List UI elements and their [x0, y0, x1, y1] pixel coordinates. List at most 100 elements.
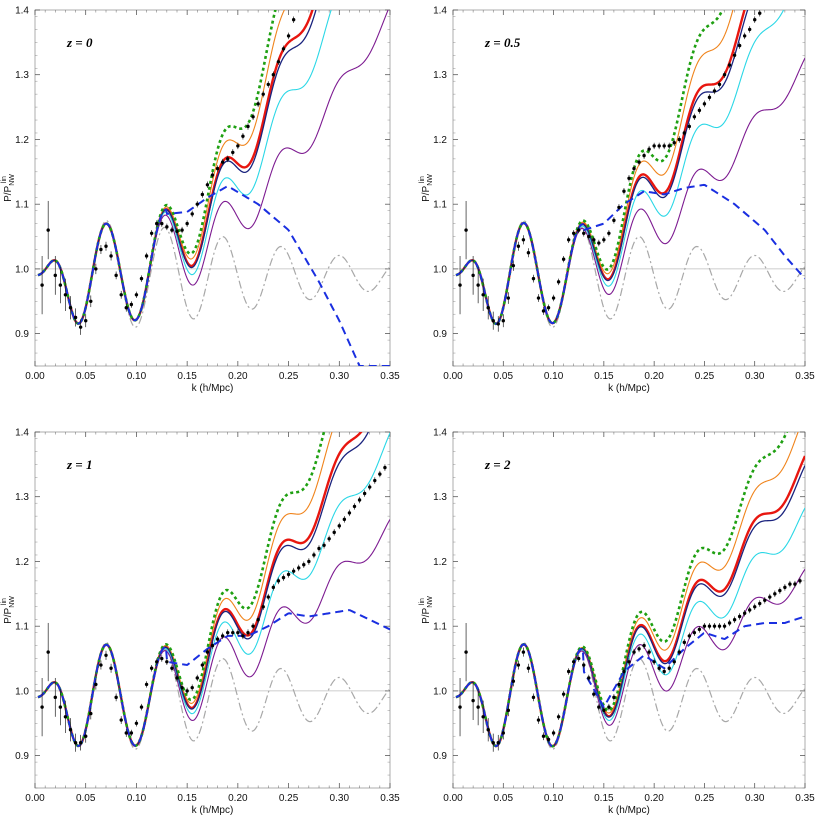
data-point: [276, 579, 281, 583]
series-one-loop: [37, 609, 390, 747]
x-tick-label: 0.25: [695, 793, 715, 804]
data-point: [63, 715, 68, 719]
data-point: [521, 238, 526, 242]
data-point: [737, 614, 742, 619]
data-point: [541, 734, 546, 738]
y-tick-label: 1.4: [15, 428, 29, 439]
data-point: [220, 634, 225, 638]
data-point: [566, 669, 571, 674]
series-red: [37, 432, 363, 748]
data-point: [546, 306, 551, 310]
data-point: [571, 660, 576, 664]
data-point: [491, 740, 495, 745]
data-point: [190, 212, 194, 216]
x-axis-label: k (h/Mpc): [608, 805, 650, 816]
y-tick-label: 1.3: [15, 492, 29, 503]
data-point: [236, 630, 240, 635]
data-point: [99, 663, 103, 667]
data-point: [788, 582, 792, 586]
data-point: [682, 131, 687, 135]
x-tick-label: 0.35: [795, 793, 815, 804]
data-point: [587, 234, 591, 239]
y-tick-label: 1.0: [433, 264, 447, 275]
data-point: [185, 689, 189, 693]
data-point: [637, 160, 641, 164]
data-point: [486, 306, 490, 310]
data-point: [261, 92, 265, 96]
x-tick-label: 0.05: [494, 793, 514, 804]
x-tick-label: 0.15: [177, 793, 197, 804]
data-point: [607, 705, 611, 709]
data-point: [368, 485, 372, 489]
data-point: [732, 618, 737, 622]
y-tick-label: 0.9: [15, 751, 29, 762]
data-point: [78, 740, 83, 745]
data-point: [200, 192, 205, 197]
y-tick-label: 1.1: [433, 200, 447, 211]
data-point: [592, 238, 596, 242]
data-point: [541, 309, 546, 313]
data-point: [727, 621, 732, 625]
y-tick-label: 1.0: [15, 686, 29, 697]
plot-area: [455, 10, 805, 332]
data-point: [104, 244, 108, 248]
y-tick-label: 1.2: [433, 557, 447, 568]
data-point: [109, 254, 113, 258]
data-point: [286, 34, 291, 38]
data-point: [129, 302, 134, 307]
data-point: [531, 276, 536, 281]
chart-panel-1: 0.00 0.05 0.10 0.15 0.20 0.25 0.30 0.35 0.9 1.0 1.…: [419, 6, 815, 395]
data-point: [89, 711, 93, 716]
data-point: [246, 124, 250, 129]
data-point: [561, 692, 566, 696]
x-tick-label: 0.00: [443, 371, 463, 382]
series-purple: [455, 568, 805, 747]
data-point: [707, 624, 712, 628]
data-point: [627, 660, 631, 664]
data-point: [647, 650, 651, 654]
data-point: [53, 695, 57, 700]
data-point: [592, 692, 596, 696]
data-point: [291, 18, 296, 22]
data-point: [160, 656, 164, 661]
data-point: [180, 685, 184, 690]
data-point: [617, 682, 621, 687]
data-point: [119, 293, 123, 297]
data-point: [793, 582, 797, 586]
data-point: [597, 705, 601, 709]
data-point: [577, 228, 581, 232]
data-point: [46, 228, 50, 232]
data-point: [742, 611, 747, 615]
data-point: [200, 663, 205, 667]
data-point: [551, 296, 556, 300]
data-point: [281, 47, 286, 51]
data-point: [637, 647, 641, 651]
y-tick-label: 1.3: [433, 492, 447, 503]
y-axis-label: P/PNWlin: [419, 596, 434, 624]
data-point: [373, 478, 377, 483]
data-point: [78, 325, 83, 329]
data-point: [712, 624, 717, 628]
data-point: [226, 157, 230, 161]
y-axis-label: P/PNWlin: [419, 174, 434, 202]
data-point: [73, 315, 78, 320]
data-point: [312, 553, 316, 557]
data-point: [342, 517, 347, 522]
data-point: [722, 624, 727, 628]
data-point: [155, 660, 159, 664]
data-point: [702, 624, 707, 628]
data-point: [667, 666, 671, 670]
data-point: [526, 666, 531, 670]
data-point: [362, 491, 367, 496]
data-point: [717, 82, 722, 87]
plot-frame: [34, 431, 391, 789]
data-point: [347, 511, 352, 515]
data-point: [747, 608, 752, 612]
data-point: [114, 273, 118, 278]
data-point: [134, 293, 139, 297]
data-point: [357, 498, 362, 502]
data-point: [458, 705, 462, 709]
data-point: [717, 624, 722, 628]
y-tick-label: 1.4: [433, 6, 447, 17]
data-point: [276, 60, 281, 64]
